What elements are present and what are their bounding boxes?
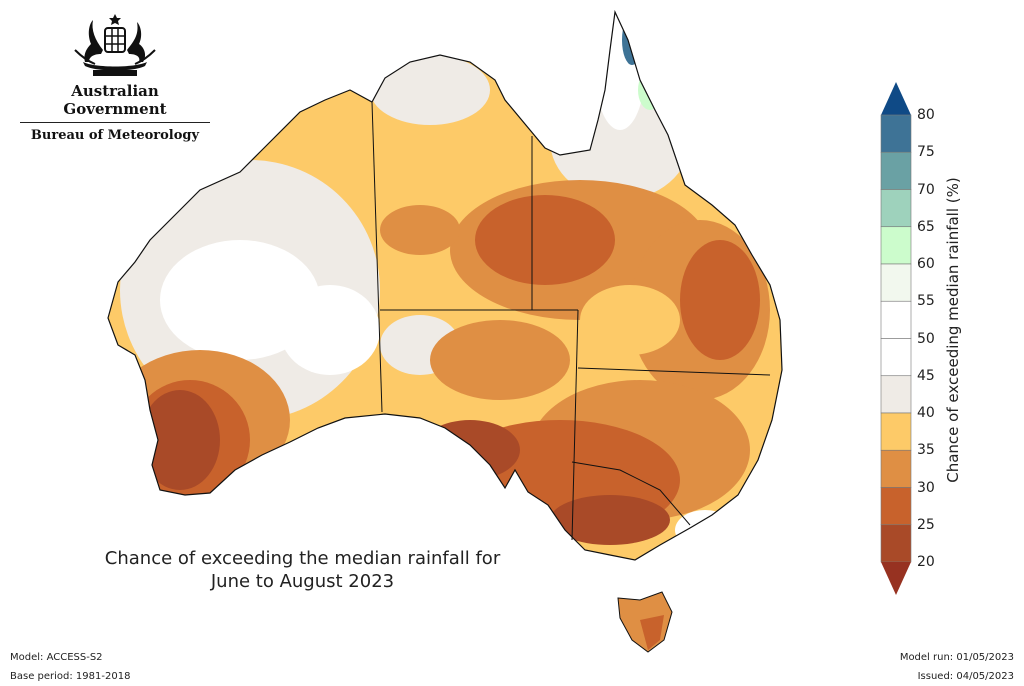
colorbar-band-30-35 [880,449,912,488]
title-line-1: Chance of exceeding the median rainfall … [104,548,501,569]
colorbar-band-50-55 [880,300,912,339]
colorbar-tick: 55 [917,293,935,310]
colorbar-tick: 35 [917,442,935,459]
colorbar-band-70-75 [880,151,912,190]
colorbar-tick: 45 [917,367,935,384]
colorbar-band-55-60 [880,263,912,302]
colorbar-label: Chance of exceeding median rainfall (%) [944,177,962,483]
colorbar-band-75-80 [880,114,912,153]
colorbar-extend-high [881,82,911,115]
coat-of-arms-icon [74,14,156,76]
colorbar-band-45-50 [880,338,912,377]
colorbar-tick: 30 [917,479,935,496]
bureau-name: Bureau of Meteorology [30,128,200,143]
map-title: Chance of exceeding the median rainfall … [60,547,545,593]
colorbar-tick: 20 [917,554,935,570]
colorbar [880,82,912,595]
colorbar-band-65-70 [880,189,912,228]
colorbar-band-25-30 [880,487,912,526]
tasmania [617,591,673,653]
base-period-label: Base period: 1981-2018 [10,671,131,682]
model-run-label: Model run: 01/05/2023 [899,652,1014,663]
colorbar-tick: 25 [917,516,935,533]
colorbar-tick: 65 [917,218,935,235]
model-label: Model: ACCESS-S2 [10,652,103,663]
colorbar-tick: 80 [917,107,935,123]
colorbar-tick: 50 [917,330,935,347]
colorbar-band-20-25 [880,524,912,563]
colorbar-band-60-65 [880,226,912,265]
government-name: Australian Government [20,82,210,123]
colorbar-tick: 75 [917,144,935,161]
state-borders [371,101,771,541]
title-line-2: June to August 2023 [210,571,395,592]
colorbar-band-40-45 [880,375,912,414]
colorbar-tick: 60 [917,256,935,272]
colorbar-tick: 40 [917,405,935,421]
bom-logo: Australian Government Bureau of Meteorol… [20,10,210,143]
issued-label: Issued: 04/05/2023 [917,671,1014,682]
colorbar-extend-low [881,562,911,595]
colorbar-band-35-40 [880,412,912,451]
colorbar-tick: 70 [917,181,935,198]
footer-left: Model: ACCESS-S2 Base period: 1981-2018 [10,648,130,686]
footer-right: Model run: 01/05/2023 Issued: 04/05/2023 [900,648,1014,686]
